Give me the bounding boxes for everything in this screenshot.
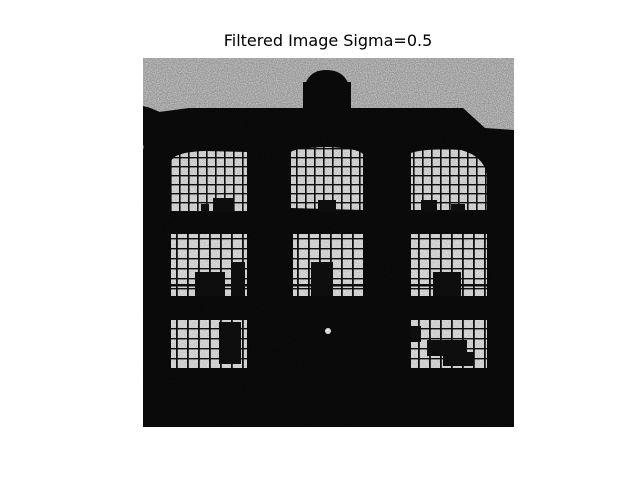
image-axes — [143, 58, 514, 427]
figure-title: Filtered Image Sigma=0.5 — [223, 31, 433, 50]
filtered-building-image — [143, 58, 514, 427]
image-noise — [143, 58, 514, 427]
